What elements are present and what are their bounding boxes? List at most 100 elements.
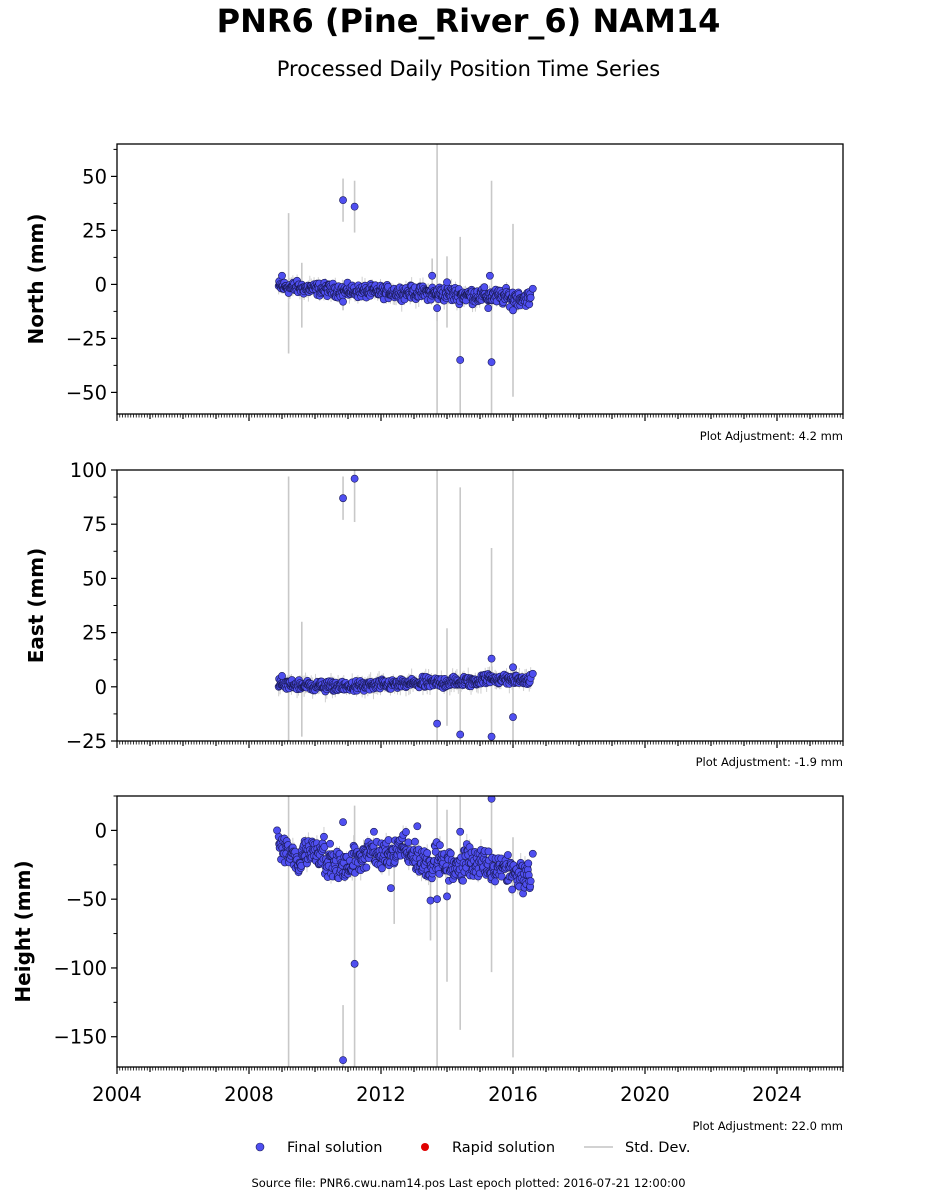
data-point [339,1056,347,1065]
data-point [378,864,386,873]
legend-marker [421,1143,429,1151]
data-point [503,851,512,859]
plot-frame [116,143,844,415]
data-point [526,877,535,886]
y-tick-label: −100 [53,957,107,980]
data-point [485,271,494,280]
data-point [433,719,441,728]
data-point [411,837,419,846]
y-tick-label: −25 [66,327,107,350]
x-tick-label: 2020 [620,1083,670,1106]
plot-adjustment-label: Plot Adjustment: -1.9 mm [696,755,843,769]
data-point [526,293,535,302]
y-tick-label: 75 [82,513,107,536]
data-point [456,730,465,739]
data-point [404,838,413,847]
data-point [278,672,286,680]
data-point [433,304,441,313]
data-point [487,654,496,663]
data-point [339,818,347,827]
data-point [350,474,359,483]
data-point [436,841,444,850]
data-point [320,832,328,841]
y-tick-label: 50 [82,567,107,590]
data-point [278,271,286,280]
legend-label: Final solution [287,1140,382,1156]
data-point [402,828,410,836]
source-file-note: Source file: PNR6.cwu.nam14.pos Last epo… [251,1176,686,1190]
data-point [497,872,506,881]
data-point [339,196,347,205]
data-point [509,713,517,722]
data-point [456,827,465,836]
data-point [480,283,489,292]
x-tick-label: 2012 [356,1083,406,1106]
x-tick-label: 2004 [92,1083,142,1106]
data-point [362,863,371,872]
data-point [339,494,347,503]
y-axis-label: East (mm) [24,548,48,664]
y-tick-label: 100 [70,459,107,482]
plot-frame [116,795,844,1068]
data-point [487,796,496,803]
data-point [528,284,537,293]
data-point [456,356,465,364]
data-point [350,959,359,968]
data-point [509,663,517,672]
data-point [443,892,451,901]
y-tick-label: −25 [66,730,107,753]
data-point [386,884,395,893]
y-tick-label: −50 [66,381,107,404]
plot-area [274,144,537,414]
data-point [423,849,432,857]
data-point [491,877,499,886]
y-tick-label: −50 [66,888,107,911]
chart-title: PNR6 (Pine_River_6) NAM14 [216,2,721,40]
y-tick-label: 25 [82,219,107,242]
data-point [384,836,393,844]
data-point [508,885,517,894]
y-axis-label: North (mm) [24,213,48,344]
data-point [339,297,347,306]
chart-subtitle: Processed Daily Position Time Series [276,57,661,81]
plot-adjustment-label: Plot Adjustment: 22.0 mm [692,1119,843,1133]
plot-frame [116,469,844,742]
data-point [487,732,496,741]
y-tick-label: 0 [95,819,107,842]
legend: Final solution Rapid solution Std. Dev. [255,1140,690,1156]
data-point [484,304,493,313]
plot-area [274,470,537,741]
legend-label: Rapid solution [452,1140,555,1156]
data-point [446,849,455,858]
data-point [273,826,281,835]
y-tick-label: 25 [82,622,107,645]
data-point [370,827,378,836]
data-point [524,859,533,868]
data-point [428,271,437,280]
x-tick-label: 2024 [752,1083,802,1106]
panel-height: −150 −100 −50 0 Height (mm) 2004 2008 2012 2016 2… [11,795,844,1133]
x-tick-label: 2008 [224,1083,274,1106]
panel-north: −50 −25 0 25 50 North (mm) Plot Adjustment: 4.… [24,143,844,443]
x-tick-label: 2016 [488,1083,538,1106]
data-point [433,895,441,904]
data-point [487,358,496,367]
y-tick-label: −150 [53,1026,107,1049]
y-tick-label: 0 [95,273,107,296]
data-point [413,822,422,831]
data-point [443,278,451,287]
data-point [528,849,537,858]
legend-marker [255,1142,265,1152]
data-point [528,669,537,678]
y-tick-label: 0 [95,676,107,699]
data-point [484,847,493,856]
plot-adjustment-label: Plot Adjustment: 4.2 mm [700,429,843,443]
y-tick-label: 50 [82,165,107,188]
y-axis-label: Height (mm) [11,860,35,1002]
legend-label: Std. Dev. [625,1140,690,1156]
data-point [509,306,517,315]
data-point [350,202,359,211]
data-point [326,839,334,848]
plot-area [273,796,537,1067]
